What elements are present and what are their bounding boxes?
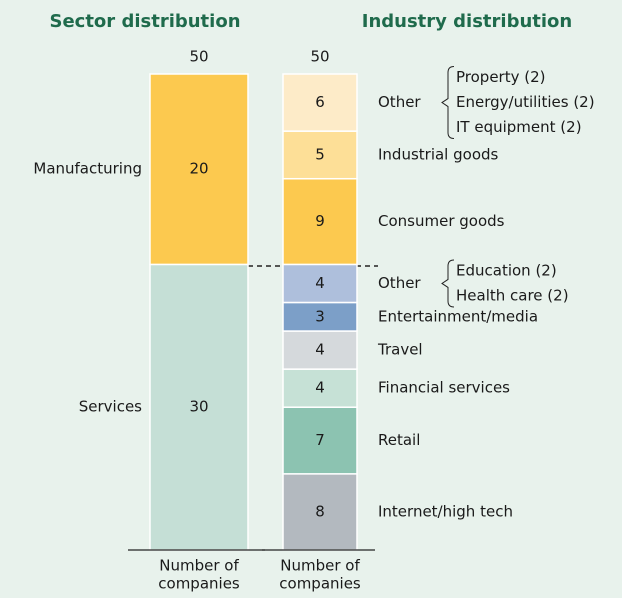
category-label: Other [378,93,421,111]
value-label: 4 [315,274,325,292]
brace [441,66,455,140]
category-label: Internet/high tech [378,502,513,520]
category-label: Financial services [378,379,510,397]
brace [441,259,455,308]
category-label: Travel [377,341,423,359]
value-label: 6 [315,93,325,111]
value-label: 30 [189,398,208,416]
value-label: 3 [315,307,325,325]
sub-item-label: IT equipment (2) [456,118,582,136]
axis-label: companies [158,575,240,593]
chart-title: Sector distribution [49,11,240,32]
bar-segment [282,177,358,266]
bar-segment [282,263,358,304]
value-label: 20 [189,160,208,178]
value-label: 7 [315,431,325,449]
category-label: Entertainment/media [378,307,538,325]
sub-item-label: Property (2) [456,68,546,86]
total-label: 50 [310,48,329,66]
axis-label: Number of [280,557,360,575]
category-label: Consumer goods [378,212,505,230]
value-label: 4 [315,379,325,397]
value-label: 4 [315,341,325,359]
value-label: 8 [315,502,325,520]
value-label: 5 [315,145,325,163]
total-label: 50 [189,48,208,66]
bar-segment [282,406,358,475]
category-label: Manufacturing [33,160,142,178]
sub-item-label: Education (2) [456,261,557,279]
chart-title: Industry distribution [362,11,572,32]
bar-segment [282,301,358,332]
sub-item-label: Health care (2) [456,286,569,304]
category-label: Industrial goods [378,145,499,163]
category-label: Services [79,398,142,416]
category-label: Other [378,274,421,292]
bar-segment [149,73,249,266]
axis-label: companies [279,575,361,593]
sub-item-label: Energy/utilities (2) [456,93,595,111]
bar-segment [282,330,358,370]
axis-label: Number of [159,557,239,575]
category-label: Retail [378,431,420,449]
value-label: 9 [315,212,325,230]
bar-segment [282,73,358,132]
bar-segment [282,473,358,551]
